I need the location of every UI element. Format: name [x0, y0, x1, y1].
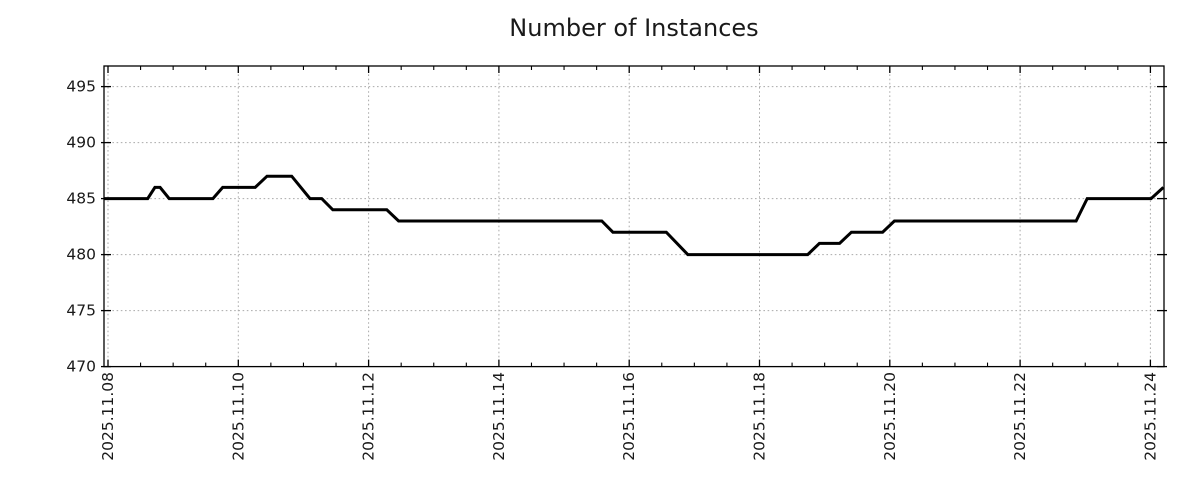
x-tick-label: 2025.11.20	[881, 372, 899, 461]
series-line-instances	[104, 174, 1165, 257]
x-tick-label: 2025.11.16	[620, 372, 638, 461]
y-tick-label: 470	[66, 358, 96, 376]
y-tick-label: 490	[66, 134, 96, 152]
chart-title: Number of Instances	[509, 14, 759, 42]
y-tick-label: 495	[66, 78, 96, 96]
x-tick-label: 2025.11.24	[1141, 372, 1159, 461]
y-tick-label: 475	[66, 302, 96, 320]
plot-border	[103, 65, 1165, 368]
y-tick-label: 480	[66, 246, 96, 264]
x-tick-label: 2025.11.22	[1011, 372, 1029, 461]
x-tick-label: 2025.11.10	[229, 372, 247, 461]
x-tick-label: 2025.11.18	[751, 372, 769, 461]
y-tick-label: 485	[66, 190, 96, 208]
x-tick-label: 2025.11.14	[490, 372, 508, 461]
x-tick-label: 2025.11.08	[99, 372, 117, 461]
x-tick-label: 2025.11.12	[360, 372, 378, 461]
